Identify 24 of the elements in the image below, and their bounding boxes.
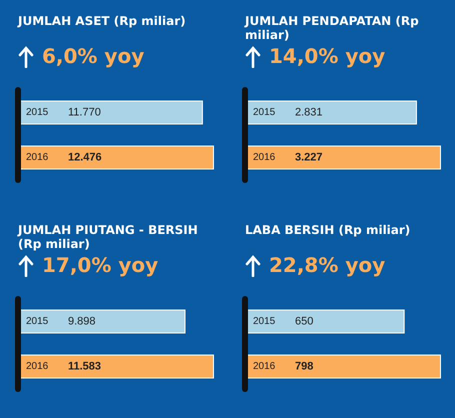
chart-subtitle: 6,0% yoy [42, 44, 144, 68]
y-tick-label: 2016 [253, 361, 276, 372]
data-label: 2.831 [295, 106, 323, 118]
data-label: 11.770 [68, 106, 101, 118]
data-label: 9.898 [68, 316, 96, 328]
chart-subtitle: 14,0% yoy [269, 44, 386, 68]
chart-subtitle: 17,0% yoy [42, 253, 158, 277]
y-tick-label: 2016 [253, 152, 276, 163]
chart-title: JUMLAH PENDAPATAN (Rp miliar) [245, 14, 420, 42]
chart-subtitle: 22,8% yoy [269, 253, 386, 277]
y-tick-label: 2016 [26, 152, 49, 163]
data-label: 798 [295, 360, 314, 372]
y-tick-label: 2015 [253, 107, 276, 118]
y-tick-label: 2015 [253, 316, 276, 327]
data-label: 11.583 [68, 360, 102, 372]
chart-title: JUMLAH PIUTANG - BERSIH (Rp miliar) [18, 223, 199, 251]
chart-title: LABA BERSIH (Rp miliar) [245, 223, 412, 237]
y-tick-label: 2015 [26, 107, 49, 118]
chart-title: JUMLAH ASET (Rp miliar) [18, 14, 187, 28]
data-label: 3.227 [295, 152, 323, 164]
y-tick-label: 2016 [26, 361, 49, 372]
data-label: 650 [295, 316, 314, 328]
y-tick-label: 2015 [26, 316, 49, 327]
data-label: 12.476 [68, 152, 102, 164]
